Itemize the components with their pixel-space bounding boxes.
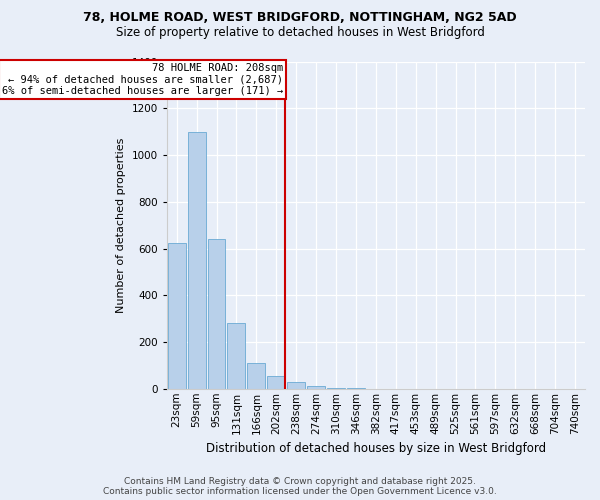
Text: Contains HM Land Registry data © Crown copyright and database right 2025.
Contai: Contains HM Land Registry data © Crown c… [103, 476, 497, 496]
Bar [268, 376, 285, 389]
X-axis label: Distribution of detached houses by size in West Bridgford: Distribution of detached houses by size … [206, 442, 546, 455]
Bar [247, 363, 265, 389]
Y-axis label: Number of detached properties: Number of detached properties [116, 138, 126, 313]
Bar [188, 132, 206, 389]
Bar [307, 386, 325, 389]
Text: Size of property relative to detached houses in West Bridgford: Size of property relative to detached ho… [116, 26, 484, 39]
Bar [227, 324, 245, 389]
Text: 78 HOLME ROAD: 208sqm
← 94% of detached houses are smaller (2,687)
6% of semi-de: 78 HOLME ROAD: 208sqm ← 94% of detached … [2, 62, 283, 96]
Bar [287, 382, 305, 389]
Bar [168, 242, 185, 389]
Bar [327, 388, 345, 389]
Text: 78, HOLME ROAD, WEST BRIDGFORD, NOTTINGHAM, NG2 5AD: 78, HOLME ROAD, WEST BRIDGFORD, NOTTINGH… [83, 11, 517, 24]
Bar [208, 239, 226, 389]
